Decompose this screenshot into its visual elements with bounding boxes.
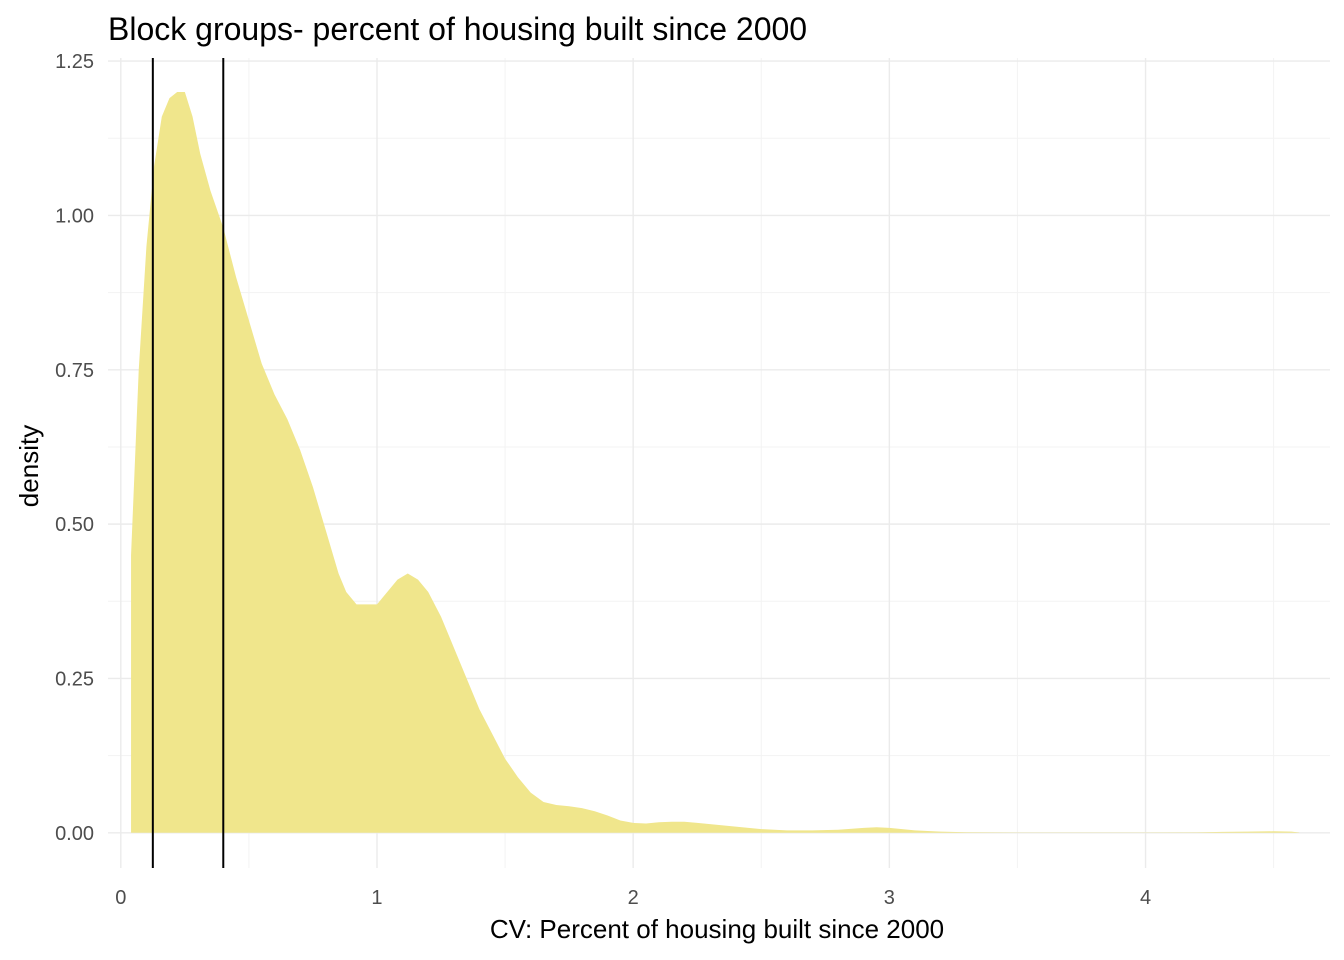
y-tick-label: 0.25 bbox=[55, 668, 94, 690]
y-tick-label: 1.00 bbox=[55, 205, 94, 227]
y-axis-title: density bbox=[14, 425, 44, 507]
x-tick-label: 1 bbox=[371, 887, 382, 909]
x-tick-label: 0 bbox=[115, 887, 126, 909]
density-area bbox=[131, 91, 1300, 833]
y-tick-label: 1.25 bbox=[55, 51, 94, 73]
x-tick-label: 2 bbox=[628, 887, 639, 909]
tick-layer: 0 1 2 3 4 0.00 0.25 0.50 0.75 1.00 1.25 bbox=[55, 51, 1151, 909]
x-axis-title: CV: Percent of housing built since 2000 bbox=[490, 914, 944, 944]
chart-title: Block groups- percent of housing built s… bbox=[108, 11, 807, 47]
y-tick-label: 0.75 bbox=[55, 360, 94, 382]
x-tick-label: 4 bbox=[1140, 887, 1151, 909]
y-tick-label: 0.50 bbox=[55, 514, 94, 536]
y-tick-label: 0.00 bbox=[55, 823, 94, 845]
vline-layer bbox=[151, 58, 225, 868]
x-tick-label: 3 bbox=[884, 887, 895, 909]
